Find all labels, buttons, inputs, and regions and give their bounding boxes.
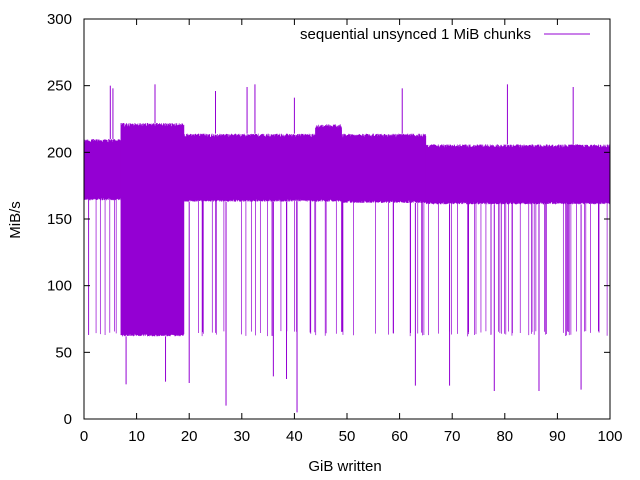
series-band-3 (315, 129, 342, 198)
legend-label: sequential unsynced 1 MiB chunks (300, 26, 531, 43)
x-tick-label-3: 30 (233, 428, 250, 445)
legend: sequential unsynced 1 MiB chunks (300, 26, 590, 43)
series-band-5 (425, 149, 610, 201)
y-tick-label-1: 50 (55, 344, 72, 361)
x-tick-label-1: 10 (128, 428, 145, 445)
x-tick-label-2: 20 (181, 428, 198, 445)
x-tick-label-8: 80 (496, 428, 513, 445)
series-band-4 (341, 139, 426, 199)
x-tick-label-9: 90 (549, 428, 566, 445)
y-tick-label-0: 0 (64, 411, 72, 428)
series-layer (83, 84, 611, 413)
x-tick-label-7: 70 (444, 428, 461, 445)
x-tick-label-10: 100 (597, 428, 622, 445)
series-band-0 (84, 144, 121, 197)
y-axis-label: MiB/s (7, 201, 24, 239)
y-tick-label-3: 150 (47, 211, 72, 228)
series-band-2 (183, 139, 316, 198)
x-tick-label-6: 60 (391, 428, 408, 445)
y-tick-label-6: 300 (47, 11, 72, 28)
x-tick-label-0: 0 (80, 428, 88, 445)
y-tick-label-2: 100 (47, 278, 72, 295)
x-axis-label: GiB written (308, 458, 381, 475)
x-tick-label-4: 40 (286, 428, 303, 445)
y-tick-label-5: 250 (47, 78, 72, 95)
y-tick-label-4: 200 (47, 144, 72, 161)
ticks-layer: 0 10 20 30 40 50 60 70 80 90 100 0 50 100 150 200 250 300 (47, 11, 623, 445)
series-band-1 (120, 128, 184, 333)
x-tick-label-5: 50 (339, 428, 356, 445)
